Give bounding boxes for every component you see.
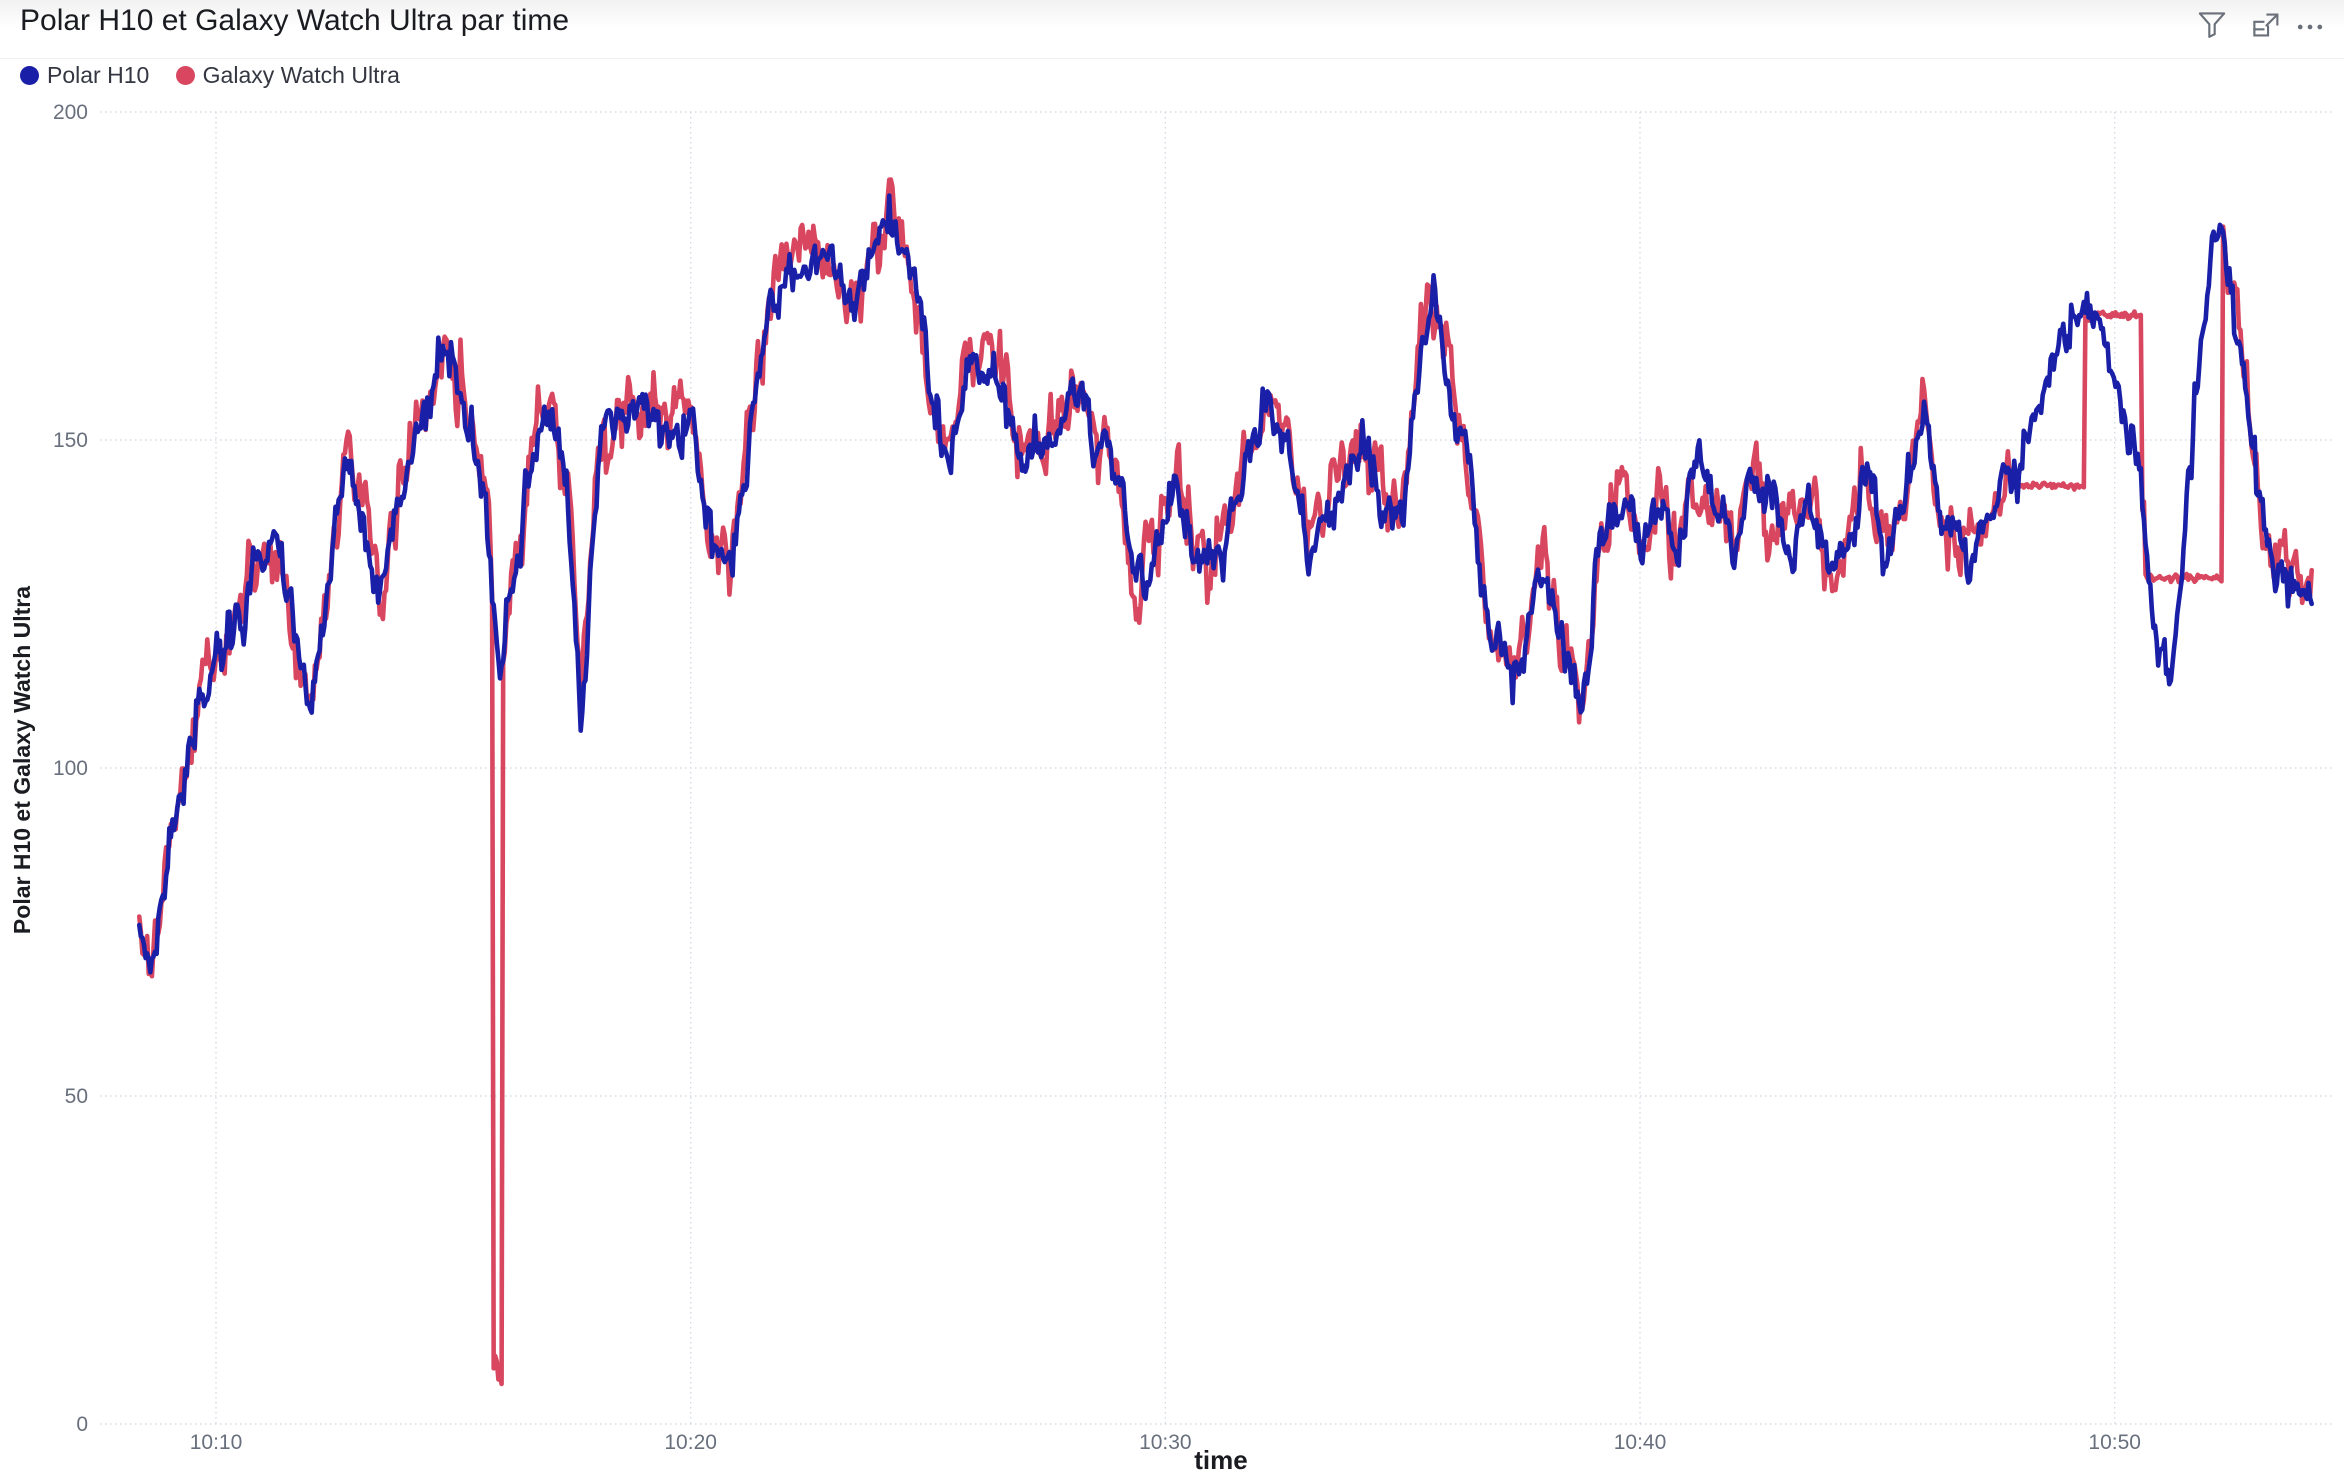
svg-text:Polar H10 et Galaxy Watch Ultr: Polar H10 et Galaxy Watch Ultra <box>9 586 35 934</box>
svg-text:10:10: 10:10 <box>190 1431 243 1454</box>
svg-text:50: 50 <box>65 1085 88 1108</box>
svg-text:10:50: 10:50 <box>2088 1431 2141 1454</box>
svg-text:time: time <box>1194 1445 1247 1475</box>
svg-text:10:40: 10:40 <box>1614 1431 1667 1454</box>
svg-text:100: 100 <box>53 757 88 780</box>
svg-text:10:20: 10:20 <box>664 1431 717 1454</box>
svg-text:200: 200 <box>53 101 88 124</box>
svg-text:10:30: 10:30 <box>1139 1431 1192 1454</box>
svg-text:150: 150 <box>53 429 88 452</box>
svg-text:0: 0 <box>76 1413 88 1436</box>
